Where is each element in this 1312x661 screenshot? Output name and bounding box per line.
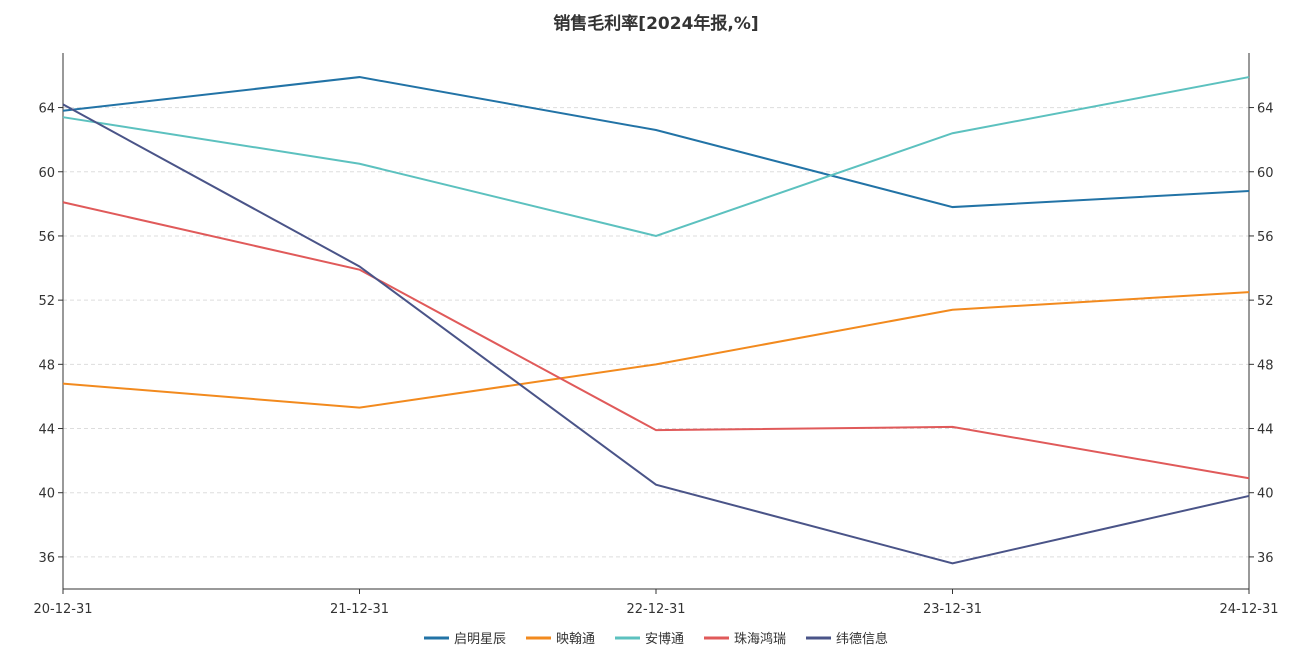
- x-tick-label: 20-12-31: [33, 602, 92, 617]
- x-tick-label: 21-12-31: [330, 602, 389, 617]
- y-tick-label-right: 48: [1257, 358, 1274, 373]
- y-tick-label-right: 40: [1257, 487, 1274, 502]
- x-tick-label: 22-12-31: [626, 602, 685, 617]
- y-tick-label-right: 64: [1257, 102, 1274, 117]
- y-tick-label-left: 60: [38, 166, 55, 181]
- y-tick-label-left: 48: [38, 358, 55, 373]
- series-line: [62, 103, 1250, 565]
- y-tick-label-right: 44: [1257, 423, 1274, 438]
- x-tick-label: 24-12-31: [1219, 602, 1278, 617]
- y-tick-label-left: 64: [38, 102, 55, 117]
- y-tick-label-left: 40: [38, 487, 55, 502]
- legend-label: 珠海鸿瑞: [734, 631, 786, 647]
- y-tick-label-left: 36: [38, 551, 55, 566]
- series-line: [62, 76, 1250, 237]
- y-tick-label-left: 52: [38, 294, 55, 309]
- x-tick-label: 23-12-31: [923, 602, 982, 617]
- series-line: [62, 76, 1250, 209]
- y-tick-label-left: 56: [38, 230, 55, 245]
- y-tick-label-left: 44: [38, 423, 55, 438]
- y-tick-label-right: 36: [1257, 551, 1274, 566]
- chart-title: 销售毛利率[2024年报,%]: [553, 13, 758, 34]
- y-tick-label-right: 60: [1257, 166, 1274, 181]
- legend-label: 纬德信息: [836, 631, 888, 647]
- legend-label: 启明星辰: [454, 632, 506, 647]
- y-tick-label-right: 56: [1257, 230, 1274, 245]
- legend-label: 映翰通: [556, 632, 595, 647]
- legend-label: 安博通: [645, 632, 684, 647]
- series-line: [62, 201, 1250, 480]
- series-line: [62, 291, 1250, 409]
- y-tick-label-right: 52: [1257, 294, 1274, 309]
